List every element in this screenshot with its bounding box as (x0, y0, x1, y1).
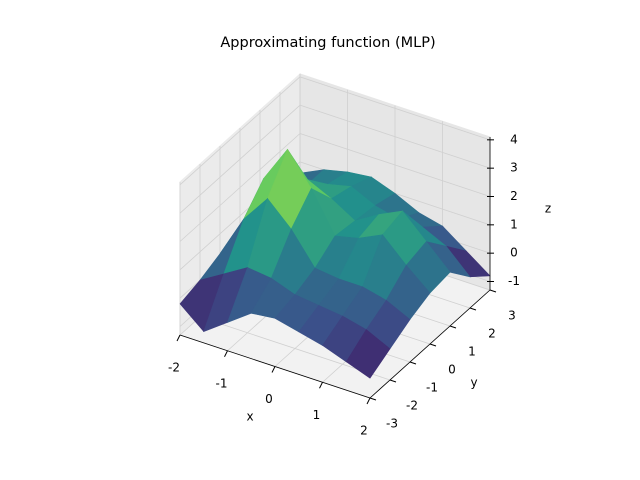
z-tick-label: 3 (510, 161, 518, 175)
x-tick (271, 366, 276, 373)
surface (179, 148, 491, 379)
x-tick-label: 1 (313, 408, 321, 422)
y-tick (469, 307, 477, 311)
x-tick-label: 2 (360, 424, 368, 438)
y-axis-line (369, 289, 491, 399)
x-axis-line (179, 334, 371, 399)
x-tick (176, 334, 181, 342)
chart-title: Approximating function (MLP) (220, 35, 435, 51)
y-tick (409, 361, 417, 365)
y-tick (489, 289, 497, 293)
y-tick-label: 0 (448, 363, 456, 377)
grid-line (299, 133, 491, 197)
y-tick-label: -3 (386, 417, 398, 431)
x-tick-label: -2 (168, 361, 180, 375)
z-tick-label: -1 (508, 274, 520, 288)
z-tick-label: 2 (510, 189, 518, 203)
x-tick-label: 0 (265, 392, 273, 406)
grid-line (299, 104, 491, 169)
y-tick (369, 397, 377, 401)
x-tick-label: -1 (216, 376, 228, 390)
y-tick-label: 1 (468, 345, 476, 359)
y-tick-label: 2 (488, 327, 496, 341)
x-tick (366, 397, 371, 405)
z-tick-label: 1 (510, 217, 518, 231)
y-tick (449, 325, 457, 329)
z-axis-label: z (545, 202, 551, 216)
y-tick-label: -1 (426, 381, 438, 395)
y-tick-label: -2 (406, 399, 418, 413)
grid-line (179, 76, 301, 186)
x-tick (224, 350, 228, 357)
surface-cell (345, 329, 391, 379)
grid-line (299, 76, 491, 141)
y-tick (389, 379, 397, 383)
grid-line (179, 133, 301, 242)
z-tick-label: 0 (510, 246, 518, 260)
grid-line (179, 104, 301, 214)
y-tick (429, 343, 437, 347)
x-axis-label: x (246, 410, 253, 424)
y-tick-label: 3 (508, 309, 516, 323)
y-axis-label: y (470, 376, 477, 390)
z-tick-label: 4 (510, 132, 518, 146)
x-tick (319, 382, 323, 389)
